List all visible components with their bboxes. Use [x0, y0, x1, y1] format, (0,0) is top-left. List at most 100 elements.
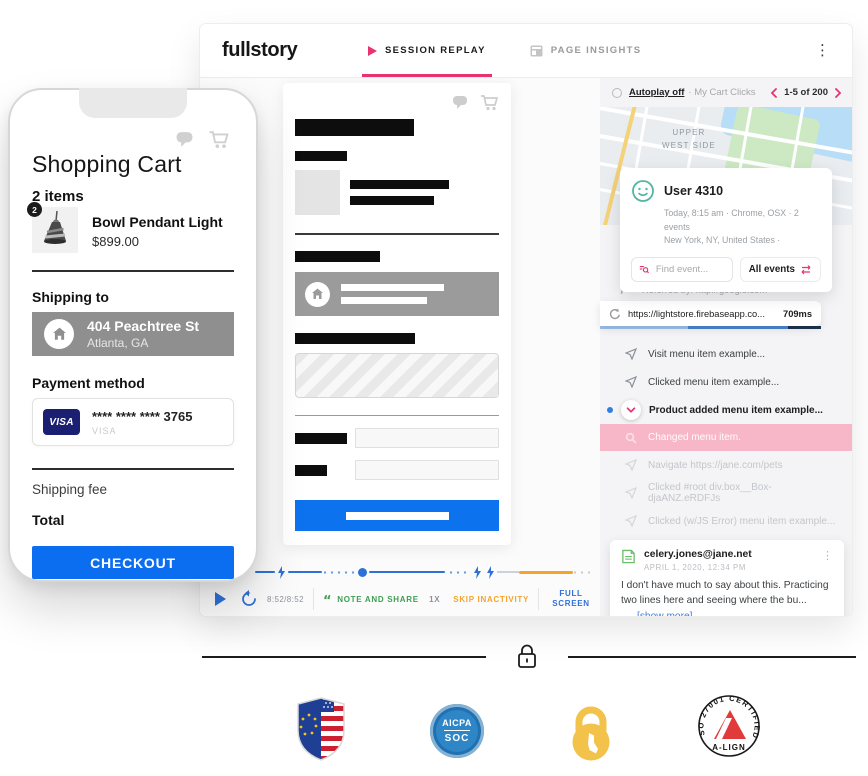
card-brand-label: VISA	[92, 425, 117, 436]
fullscreen-button[interactable]: FULL SCREEN	[552, 588, 590, 608]
chevron-down-icon	[626, 407, 636, 413]
url-text: https://lightstore.firebaseapp.co...	[628, 308, 765, 319]
payment-card[interactable]: VISA **** **** **** 3765 VISA	[32, 398, 234, 446]
redacted-address-card	[295, 272, 499, 316]
autoplay-toggle[interactable]: Autoplay off	[629, 87, 685, 98]
search-filter-icon	[639, 266, 649, 274]
tab-label: SESSION REPLAY	[385, 45, 486, 56]
map-area-label: UPPER WEST SIDE	[662, 128, 716, 150]
iso-27001-a-lign-badge: ISO 27001 CERTIFIED A-LIGN	[697, 694, 760, 757]
event-row[interactable]: Clicked (w/JS Error) menu item example..…	[600, 507, 852, 535]
redacted-text-bar	[350, 180, 449, 189]
show-more-link[interactable]: [show more]	[637, 611, 692, 616]
cursor-icon	[625, 376, 637, 388]
note-and-share-button[interactable]: “ NOTE AND SHARE	[322, 593, 419, 609]
shipping-address-card[interactable]: 404 Peachtree St Atlanta, GA	[32, 312, 234, 356]
note-body: I don't have much to say about this. Pra…	[621, 578, 833, 616]
redacted-label-bar	[295, 464, 327, 476]
address-line1: 404 Peachtree St	[87, 318, 200, 334]
play-button[interactable]	[214, 591, 227, 607]
expand-circle[interactable]	[621, 400, 641, 420]
divider	[312, 588, 314, 610]
iso-brand-text: A-LIGN	[712, 743, 746, 752]
user-card: User 4310 Today, 8:15 am · Chrome, OSX ·…	[620, 168, 832, 292]
lightning-icon	[487, 565, 494, 579]
event-row[interactable]: Visit menu item example...	[600, 340, 852, 368]
speed-button[interactable]: 1X	[429, 594, 441, 604]
redacted-product-image	[295, 170, 340, 215]
time-display: 8:52/8:52	[267, 594, 304, 604]
app-body: 8:52/8:52 “ NOTE AND SHARE 1X SKIP INACT…	[200, 78, 852, 616]
cart-product-row: 2 Bowl Pendant Light $899.00	[27, 202, 223, 253]
event-label: Navigate https://jane.com/pets	[648, 459, 783, 471]
eu-us-privacy-shield-badge	[297, 697, 345, 761]
checkout-button[interactable]: CHECKOUT	[32, 546, 234, 579]
divider	[295, 415, 499, 416]
load-progress-bar	[600, 326, 821, 329]
reload-icon	[609, 308, 620, 319]
play-icon	[368, 45, 377, 56]
event-row[interactable]: Clicked menu item example...	[600, 368, 852, 396]
overflow-menu-button[interactable]: ⋮	[815, 41, 830, 59]
shipping-fee-label: Shipping fee	[32, 482, 108, 497]
chevron-right-icon[interactable]	[835, 87, 842, 98]
pendant-light-image	[44, 210, 66, 244]
event-label: Clicked menu item example...	[648, 376, 780, 388]
sidebar-controls: Autoplay off · My Cart Clicks 1-5 of 200	[600, 78, 852, 107]
tab-session-replay[interactable]: SESSION REPLAY	[362, 24, 492, 77]
divider-line	[202, 656, 486, 658]
event-row-current[interactable]: Product added menu item example...	[600, 396, 852, 424]
swap-arrows-icon	[801, 264, 811, 275]
divider	[295, 233, 499, 235]
event-row[interactable]: Clicked #root div.box__Box-djaANZ.eRDFJs	[600, 479, 852, 507]
event-row[interactable]: Navigate https://jane.com/pets	[600, 451, 852, 479]
cart-page-title: Shopping Cart	[32, 151, 182, 177]
event-label: Product added menu item example...	[649, 404, 823, 416]
note-icon	[622, 549, 635, 564]
quantity-badge: 2	[27, 202, 42, 217]
redacted-heading-bar	[295, 251, 380, 262]
pagination-label: 1-5 of 200	[784, 87, 828, 98]
player-controls: 8:52/8:52 “ NOTE AND SHARE 1X SKIP INACT…	[214, 582, 600, 616]
divider	[538, 588, 539, 610]
note-menu-button[interactable]: ⋮	[822, 549, 833, 562]
redacted-subtitle-bar	[295, 151, 347, 161]
segment-label: · My Cart Clicks	[688, 87, 756, 98]
product-price: $899.00	[92, 234, 139, 249]
find-event-input[interactable]	[653, 262, 725, 276]
fullstory-logo: fullstory	[222, 39, 298, 61]
redacted-text-bar	[350, 196, 434, 205]
playback-timeline[interactable]	[255, 565, 596, 579]
wire-input-field	[355, 460, 499, 480]
chevron-left-icon[interactable]	[770, 87, 778, 98]
tab-page-insights[interactable]: PAGE INSIGHTS	[530, 24, 642, 77]
wire-input-field	[355, 428, 499, 448]
payment-heading: Payment method	[32, 375, 145, 391]
card-number: **** **** **** 3765	[92, 408, 193, 424]
home-icon	[44, 319, 74, 349]
event-list: Visit menu item example... Clicked menu …	[600, 340, 852, 535]
skip-inactivity-button[interactable]: SKIP INACTIVITY	[453, 594, 529, 604]
excluded-payment-field	[295, 353, 499, 398]
redacted-product-row	[295, 170, 499, 215]
privacy-masked-page	[283, 83, 511, 545]
playhead[interactable]	[358, 567, 367, 577]
redacted-label-bar	[295, 432, 347, 444]
cart-icon[interactable]	[208, 130, 230, 149]
address-line2: Atlanta, GA	[87, 336, 149, 350]
tab-label: PAGE INSIGHTS	[550, 45, 642, 56]
session-sidebar: Autoplay off · My Cart Clicks 1-5 of 200	[600, 78, 852, 616]
replay-stage: 8:52/8:52 “ NOTE AND SHARE 1X SKIP INACT…	[200, 78, 600, 616]
rewind-button[interactable]	[240, 590, 258, 608]
event-row-selected[interactable]: Changed menu item.	[600, 424, 852, 451]
all-events-button[interactable]: All events	[739, 256, 821, 282]
product-image: 2	[27, 202, 78, 253]
event-label: Clicked #root div.box__Box-djaANZ.eRDFJs	[648, 482, 772, 504]
find-event-box	[631, 256, 733, 282]
chat-bubble-icon	[453, 95, 467, 109]
phone-notch	[79, 88, 187, 118]
url-bar[interactable]: https://lightstore.firebaseapp.co... 709…	[600, 301, 821, 326]
shipping-heading: Shipping to	[32, 289, 109, 305]
tab-bar: SESSION REPLAY PAGE INSIGHTS	[362, 24, 642, 77]
redacted-button-label	[345, 511, 449, 520]
